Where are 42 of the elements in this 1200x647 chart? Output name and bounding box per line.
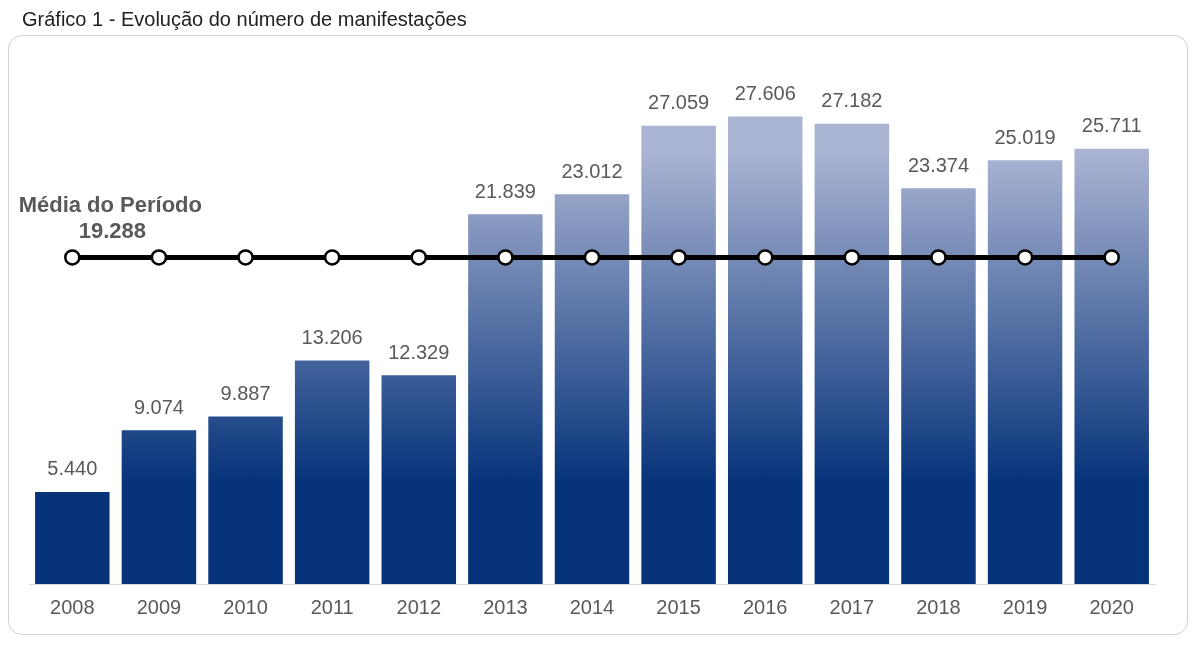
data-label: 5.440 <box>47 457 98 480</box>
data-label: 21.839 <box>474 179 536 202</box>
data-label: 9.074 <box>133 395 184 418</box>
chart-title: Gráfico 1 - Evolução do número de manifestações <box>21 8 468 32</box>
data-label: 27.606 <box>734 82 796 105</box>
x-tick-label: 2016 <box>742 595 788 618</box>
bar <box>208 416 283 584</box>
x-tick-label: 2017 <box>829 595 875 618</box>
bar <box>987 160 1063 584</box>
bar <box>294 360 370 584</box>
data-label: 27.182 <box>821 89 883 112</box>
data-label: 25.711 <box>1081 114 1142 137</box>
x-tick-label: 2014 <box>569 595 615 618</box>
x-tick-label: 2008 <box>50 595 95 618</box>
data-label: 25.019 <box>994 125 1056 148</box>
x-tick-label: 2019 <box>1002 595 1048 618</box>
x-tick-label: 2009 <box>136 595 182 618</box>
bar <box>727 116 803 584</box>
data-label: 27.059 <box>648 91 710 114</box>
x-tick-label: 2012 <box>396 595 442 618</box>
x-tick-label: 2015 <box>656 595 701 618</box>
data-label: 19.288 <box>78 218 146 244</box>
bar <box>1074 148 1149 584</box>
bar <box>381 375 457 584</box>
bar <box>901 188 976 584</box>
data-label: 13.206 <box>301 325 363 348</box>
data-label: 23.374 <box>907 153 970 176</box>
x-tick-label: 2018 <box>916 595 961 618</box>
bar <box>35 491 110 584</box>
data-label: 23.012 <box>561 159 623 182</box>
bar <box>468 214 543 584</box>
x-tick-label: 2011 <box>310 595 354 618</box>
x-tick-label: 2020 <box>1089 595 1134 618</box>
data-label: 12.329 <box>388 340 450 363</box>
series-label: Média do Período <box>18 192 202 218</box>
bar <box>814 123 890 584</box>
x-tick-label: 2010 <box>223 595 268 618</box>
bar <box>641 125 716 584</box>
bar <box>121 430 197 584</box>
data-label: 9.887 <box>220 382 271 405</box>
bar <box>554 194 630 584</box>
x-tick-label: 2013 <box>483 595 528 618</box>
